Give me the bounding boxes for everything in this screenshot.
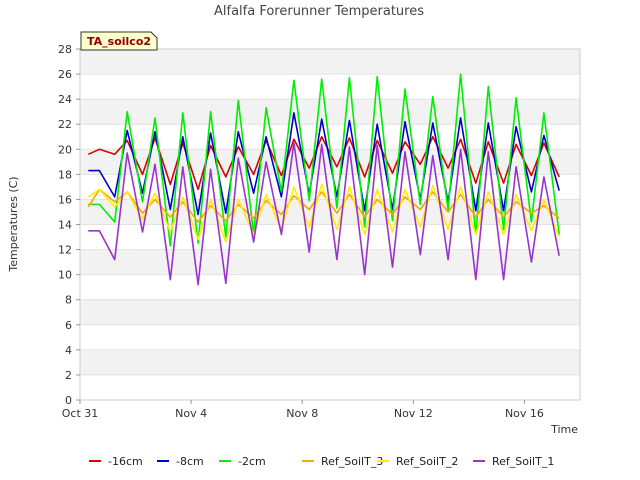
y-tick-label: 6 <box>65 319 72 332</box>
legend-label: -2cm <box>238 455 266 468</box>
grid-band <box>80 74 580 100</box>
x-axis-label: Time <box>550 423 578 436</box>
x-tick-label: Oct 31 <box>62 407 99 420</box>
y-tick-label: 22 <box>58 118 72 131</box>
legend: -16cm -8cm -2cm Ref_SoilT_3 Ref_SoilT_2 Ref_S… <box>89 455 554 468</box>
grid-band <box>80 324 580 350</box>
y-tick-label: 18 <box>58 168 72 181</box>
y-tick-label: 24 <box>58 93 72 106</box>
y-tick-label: 26 <box>58 68 72 81</box>
x-axis: Oct 31 Nov 4 Nov 8 Nov 12 Nov 16 <box>62 400 544 420</box>
grid-band <box>80 249 580 275</box>
grid-band <box>80 99 580 125</box>
chart-title: Alfalfa Forerunner Temperatures <box>214 4 424 19</box>
tag-badge: TA_soilco2 <box>80 31 158 51</box>
legend-label: Ref_SoilT_1 <box>492 455 554 468</box>
x-tick-label: Nov 12 <box>394 407 433 420</box>
y-tick-label: 4 <box>65 344 72 357</box>
y-tick-label: 14 <box>58 219 72 232</box>
series-line-ref-soilt-1 <box>88 142 560 286</box>
y-tick-label: 2 <box>65 369 72 382</box>
tag-badge-shape <box>80 31 158 51</box>
y-tick-label: 12 <box>58 244 72 257</box>
grid-band <box>80 49 580 75</box>
tag-badge-label: TA_soilco2 <box>87 35 151 48</box>
plot-background <box>79 48 581 401</box>
series-line-ref-soilt-3 <box>87 188 560 223</box>
y-tick-label: 8 <box>65 294 72 307</box>
y-tick-label: 16 <box>58 193 72 206</box>
y-tick-label: 28 <box>58 43 72 56</box>
grid-band <box>80 274 580 300</box>
legend-label: -8cm <box>176 455 204 468</box>
grid-band <box>80 374 580 400</box>
y-axis-label: Temperatures (C) <box>7 176 20 272</box>
x-tick-label: Nov 4 <box>175 407 207 420</box>
series-line--16cm <box>87 136 560 191</box>
y-tick-label: 0 <box>65 394 72 407</box>
legend-label: Ref_SoilT_3 <box>321 455 383 468</box>
x-tick-label: Nov 8 <box>286 407 318 420</box>
y-tick-label: 10 <box>58 269 72 282</box>
series-layer <box>87 73 560 286</box>
grid-band <box>80 299 580 325</box>
grid-band <box>80 349 580 375</box>
y-tick-label: 20 <box>58 143 72 156</box>
legend-label: Ref_SoilT_2 <box>396 455 458 468</box>
x-tick-label: Nov 16 <box>505 407 544 420</box>
series-line-ref-soilt-2 <box>87 183 560 243</box>
series-line--2cm <box>88 73 560 247</box>
legend-label: -16cm <box>108 455 143 468</box>
